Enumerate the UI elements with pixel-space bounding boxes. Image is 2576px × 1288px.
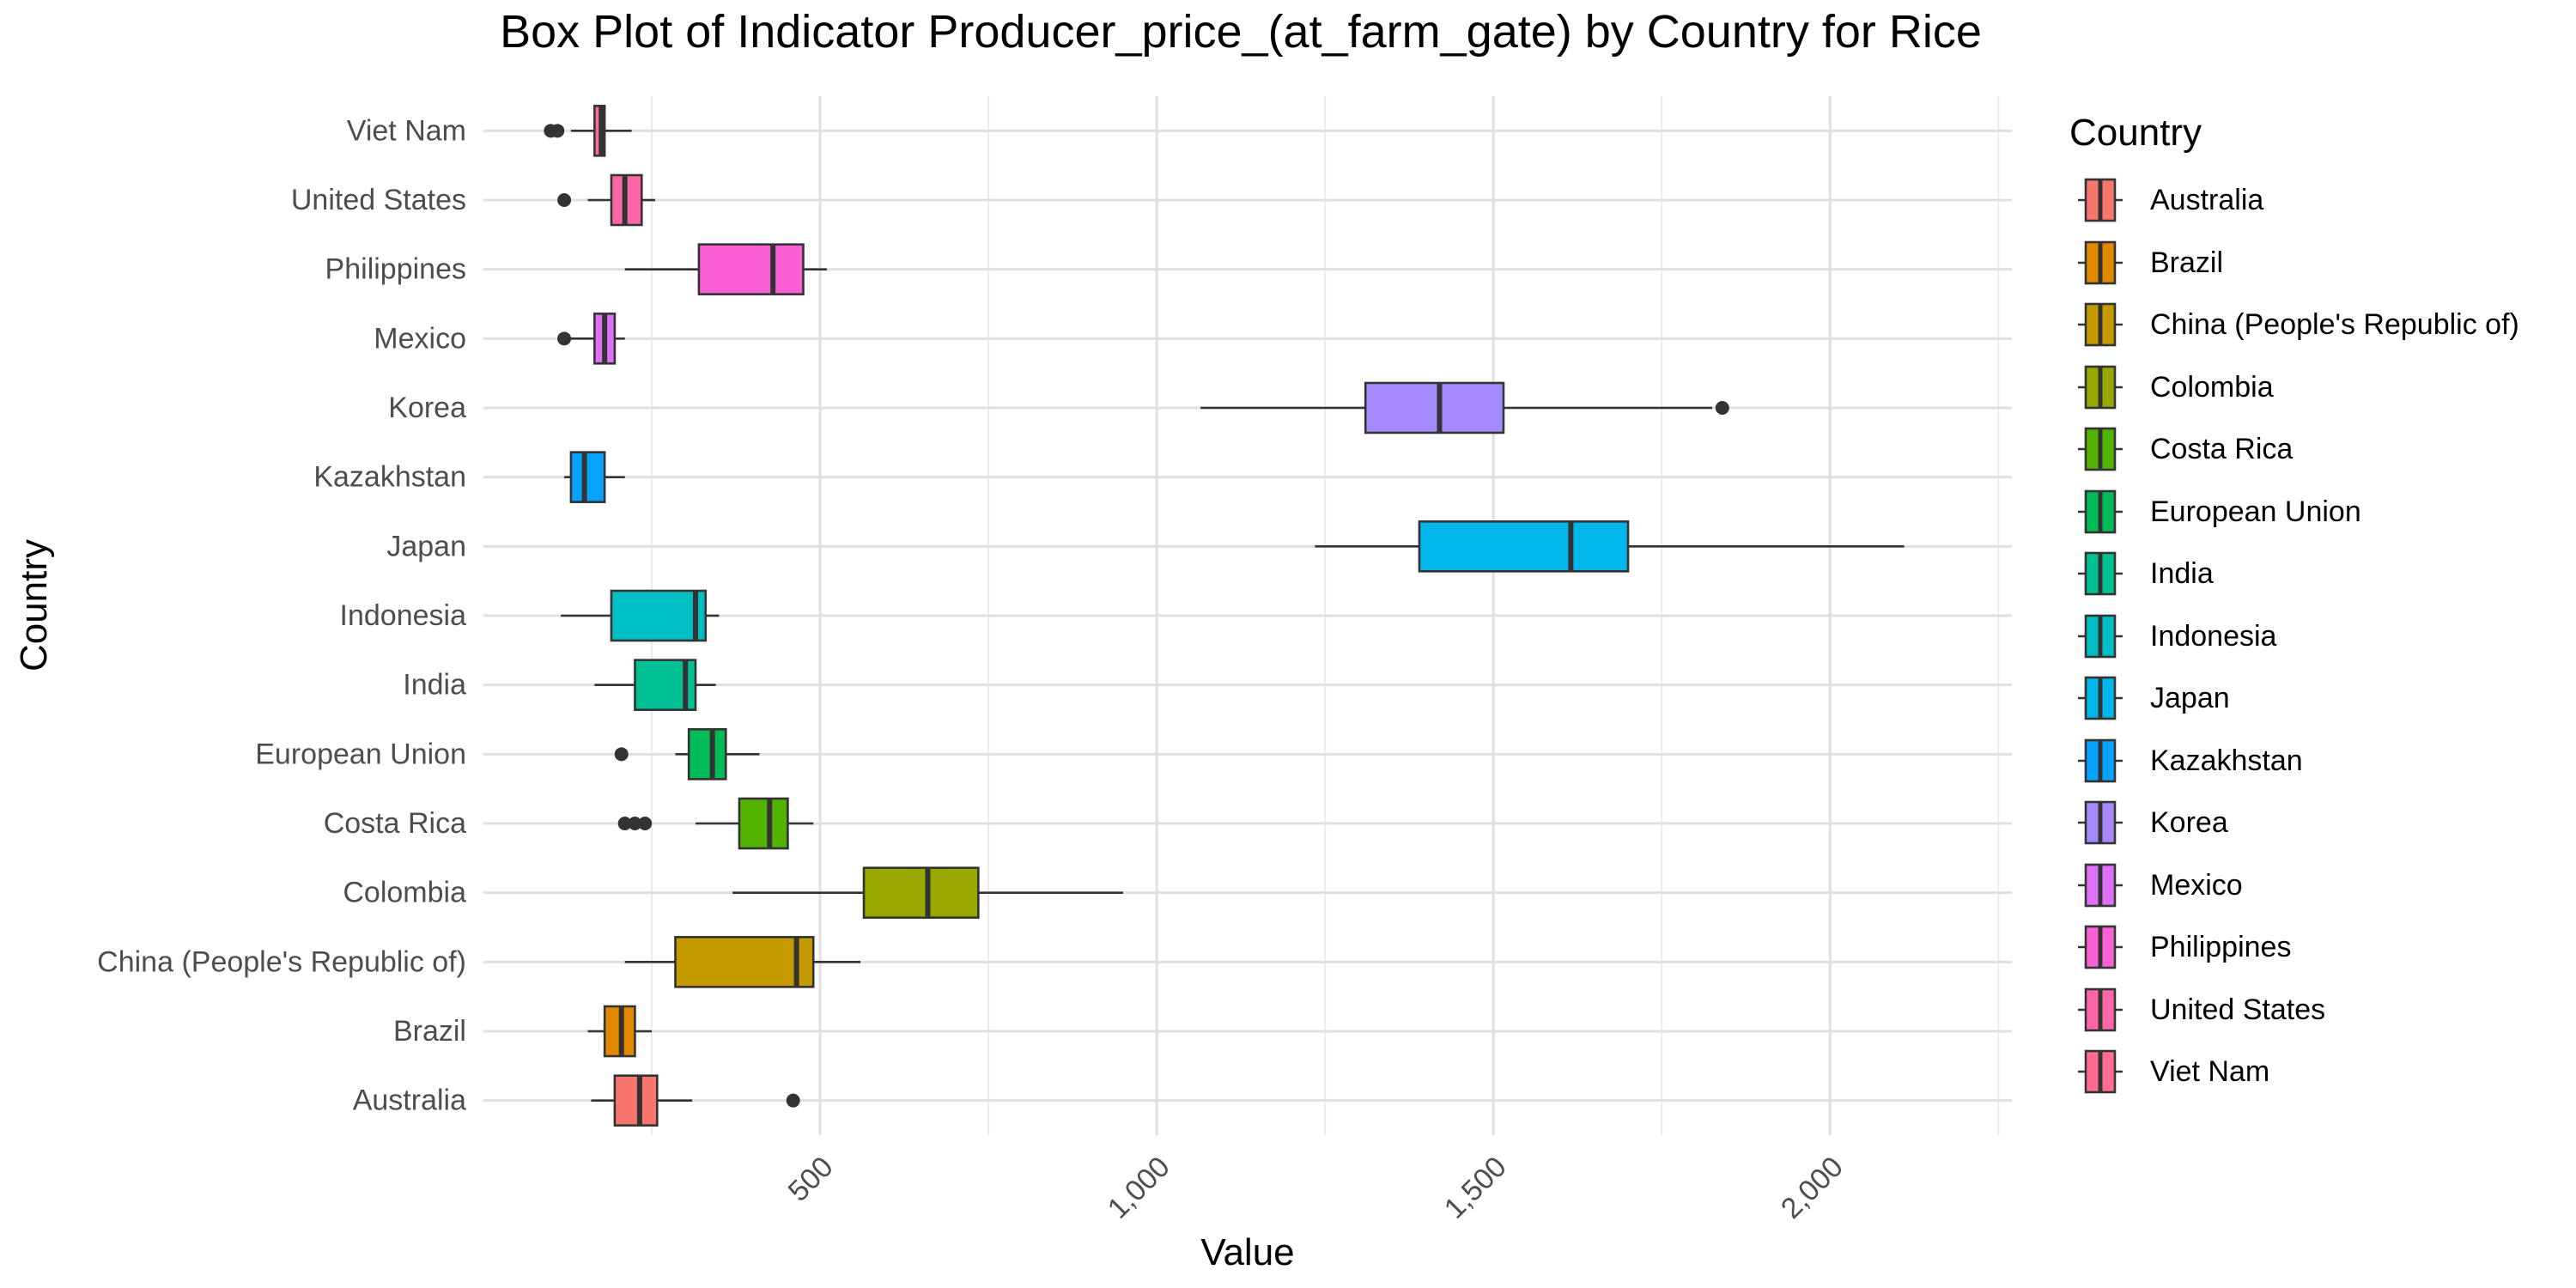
legend-key [2078,1049,2123,1094]
box-body [613,1074,659,1127]
x-tick-label: 2,000 [1775,1151,1850,1225]
y-tick-label: Indonesia [340,599,467,632]
box-body [610,589,708,642]
legend-label: Colombia [2150,370,2274,404]
y-tick-label: Viet Nam [347,114,466,147]
legend-item: Philippines [2069,916,2567,979]
legend-label: European Union [2150,495,2361,528]
chart-title: Box Plot of Indicator Producer_price_(at… [500,6,1982,58]
x-axis-label: Value [1200,1231,1295,1273]
legend-item: European Union [2069,481,2567,544]
legend-label: Viet Nam [2150,1055,2270,1088]
legend: Country Australia Brazil China (People's R… [2069,107,2567,1103]
y-tick-label: India [403,669,466,702]
y-tick-label: Brazil [393,1015,466,1048]
y-axis-label: Country [13,538,55,672]
box-body [569,451,606,503]
legend-key [2078,800,2123,845]
legend-label: Brazil [2150,246,2224,279]
legend-item: China (People's Republic of) [2069,294,2567,356]
x-tick-label: 1,500 [1438,1151,1513,1225]
legend-key [2078,863,2123,907]
box-body [862,866,980,919]
legend-label: Indonesia [2150,619,2277,653]
x-tick-label: 500 [782,1151,840,1208]
legend-key [2078,489,2123,533]
y-tick-label: Philippines [325,253,466,286]
box-body [1418,520,1630,573]
box-outlier [1715,401,1729,415]
legend-key [2078,925,2123,969]
y-tick-label: Korea [388,392,466,424]
box-outlier [557,193,572,207]
legend-label: Costa Rica [2150,433,2293,465]
legend-item: Costa Rica [2069,418,2567,481]
legend-label: Kazakhstan [2150,744,2303,777]
legend-item: Australia [2069,169,2567,232]
y-tick-label: European Union [255,738,466,770]
y-tick-label: Japan [386,530,466,562]
legend-key [2078,427,2123,471]
legend-item: Japan [2069,667,2567,730]
box-outlier [786,1093,800,1108]
legend-title: Country [2069,112,2202,154]
x-tick-label: 1,000 [1102,1151,1176,1225]
box-outlier [628,817,642,830]
legend-label: Mexico [2150,868,2243,902]
box-body [1364,381,1505,434]
y-tick-label: Mexico [374,322,466,355]
legend-label: India [2150,557,2214,590]
legend-item: Korea [2069,792,2567,854]
y-tick-label: Kazakhstan [313,461,466,494]
legend-item: Mexico [2069,854,2567,917]
legend-item: Indonesia [2069,605,2567,668]
legend-item: United States [2069,979,2567,1042]
legend-item: Kazakhstan [2069,730,2567,793]
y-tick-label: Costa Rica [324,807,466,840]
box-outlier [550,124,565,138]
legend-item: Viet Nam [2069,1041,2567,1103]
y-tick-label: Australia [353,1084,466,1117]
legend-item: Brazil [2069,232,2567,295]
legend-label: Australia [2150,184,2264,216]
box-body [697,243,805,295]
box-body [687,728,727,781]
legend-label: Japan [2150,682,2230,714]
box-outlier [617,817,632,830]
legend-label: Philippines [2150,931,2292,963]
box-outlier [557,331,572,346]
legend-key [2078,178,2123,222]
legend-item: India [2069,543,2567,605]
legend-key [2078,302,2123,347]
legend-item: Colombia [2069,356,2567,419]
legend-key [2078,676,2123,720]
legend-items: Australia Brazil China (People's Republic … [2069,169,2567,1103]
legend-key [2078,614,2123,658]
y-tick-label: United States [291,184,466,216]
y-tick-label: China (People's Republic of) [97,945,466,978]
box-body [674,936,815,988]
legend-key [2078,987,2123,1031]
legend-key [2078,551,2123,596]
legend-key [2078,738,2123,782]
box-outlier [638,817,653,830]
legend-label: Korea [2150,806,2228,839]
box-outlier [614,747,629,762]
legend-label: United States [2150,993,2326,1026]
legend-label: China (People's Republic of) [2150,308,2519,341]
y-tick-label: Colombia [343,877,466,909]
legend-key [2078,365,2123,409]
legend-key [2078,240,2123,284]
box-body [738,797,789,850]
